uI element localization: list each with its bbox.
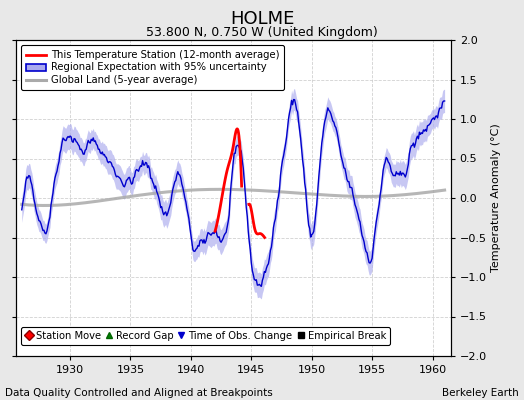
Text: 53.800 N, 0.750 W (United Kingdom): 53.800 N, 0.750 W (United Kingdom) <box>146 26 378 39</box>
Text: Berkeley Earth: Berkeley Earth <box>442 388 519 398</box>
Text: Data Quality Controlled and Aligned at Breakpoints: Data Quality Controlled and Aligned at B… <box>5 388 273 398</box>
Legend: Station Move, Record Gap, Time of Obs. Change, Empirical Break: Station Move, Record Gap, Time of Obs. C… <box>21 327 390 345</box>
Y-axis label: Temperature Anomaly (°C): Temperature Anomaly (°C) <box>491 124 501 272</box>
Text: HOLME: HOLME <box>230 10 294 28</box>
